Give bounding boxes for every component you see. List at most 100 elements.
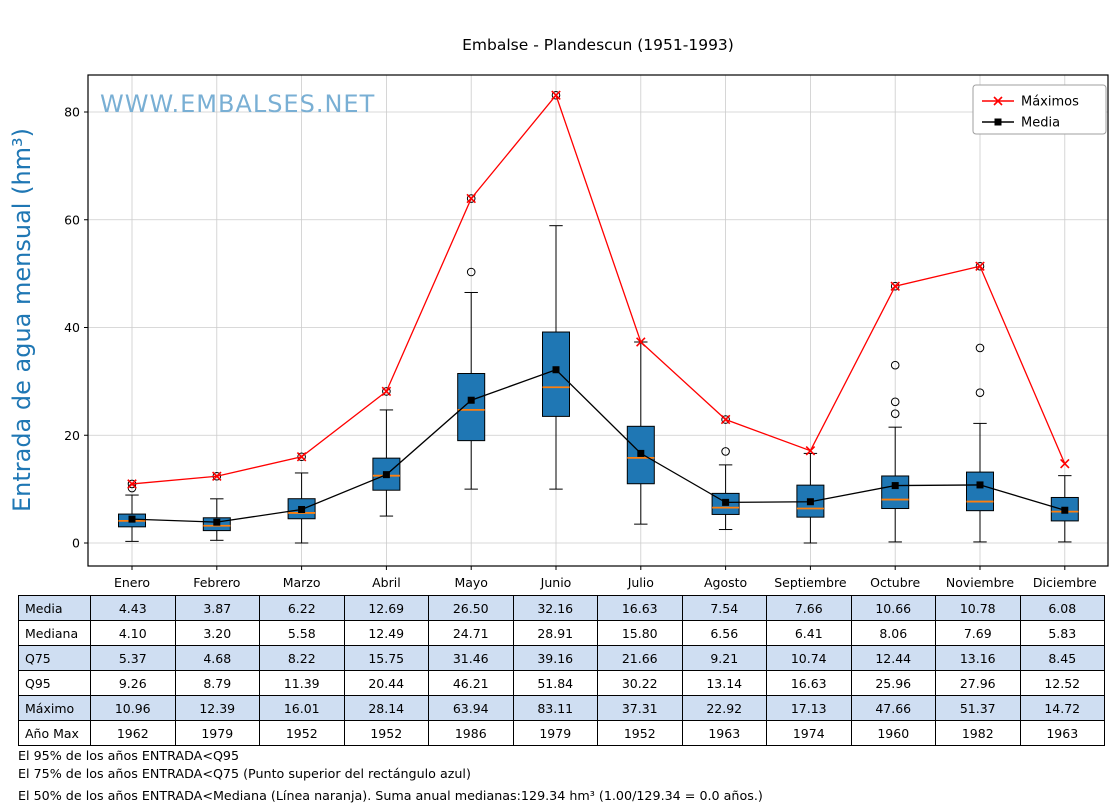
table-cell: 1952 [597,720,683,746]
table-cell: 7.69 [935,620,1021,646]
table-cell: 3.87 [174,595,260,621]
outlier-marker [721,415,730,424]
table-cell: 10.96 [90,695,176,721]
table-row: Año Max 1962 1979 1952 1952 1986 1979 1952 1963 1… [18,720,1105,746]
x-stroke [805,445,816,456]
table-cell: 12.49 [343,620,429,646]
table-cell: 9.21 [681,645,767,671]
maximos-marker [212,471,222,482]
table-cell: 1952 [343,720,429,746]
table-cell: 7.54 [681,595,767,621]
table-cell: 8.45 [1019,645,1105,671]
table-cell: 10.74 [766,645,852,671]
table-cell: 51.37 [935,695,1021,721]
table-cell: 16.63 [597,595,683,621]
media-marker [891,482,899,490]
outlier-marker [890,281,900,291]
table-cell: 5.37 [90,645,176,671]
boxplot-septiembre [796,452,825,544]
table-row-header: Máximo [18,695,91,721]
outlier-marker [975,343,985,353]
table-cell: 1982 [935,720,1021,746]
footnote-q75: El 75% de los años ENTRADA<Q75 (Punto su… [18,765,471,781]
table-cell: 9.26 [90,670,176,696]
table-row: Q95 9.26 8.79 11.39 20.44 46.21 51.84 30.22 13.1… [18,670,1105,696]
maximos-marker [551,90,561,101]
boxplot-julio [626,341,655,525]
boxplot-chart: WWW.EMBALSES.NET 0 20 40 60 80 Enero Febrero Mar… [8,74,1109,590]
table-cell: 47.66 [850,695,936,721]
media-marker [382,471,390,479]
media-marker [806,498,814,506]
x-tick-label: Mayo [454,575,488,590]
table-cell: 4.68 [174,645,260,671]
outlier-marker [721,447,730,456]
table-cell: 1974 [766,720,852,746]
table-row: Mediana 4.10 3.20 5.58 12.49 24.71 28.91 15.80 6… [18,620,1105,646]
maximos-marker [890,281,900,291]
table-cell: 1962 [90,720,176,746]
table-cell: 4.43 [90,595,176,621]
table-cell: 8.79 [174,670,260,696]
footnotes: El 95% de los años ENTRADA<Q95 El 75% de… [18,747,763,805]
table-cell: 10.78 [935,595,1021,621]
x-tick-label: Septiembre [774,575,847,590]
maximos-marker [975,261,985,272]
boxplot-octubre [881,281,910,543]
x-stroke [975,261,985,272]
table-cell: 63.94 [428,695,514,721]
outlier-marker [466,194,476,203]
table-cell: 22.92 [681,695,767,721]
y-tick-label: 80 [64,105,80,120]
table-cell: 26.50 [428,595,514,621]
x-stroke [212,471,222,482]
legend-maximos-label: Máximos [1021,95,1079,110]
table-cell: 15.75 [343,645,429,671]
legend-media-marker [994,118,1002,126]
iqr-box [457,373,486,442]
table-row-header: Mediana [18,620,91,646]
table-row-header: Media [18,595,91,621]
table-cell: 20.44 [343,670,429,696]
x-tick-label: Junio [540,575,572,590]
iqr-box [542,331,570,417]
media-marker [298,505,306,513]
x-tick-label: Abril [372,575,401,590]
outlier-marker [297,452,306,462]
x-tick-label: Enero [114,575,150,590]
x-stroke [890,281,900,291]
y-axis-label: Entrada de agua mensual (hm³) [8,128,36,512]
outlier-marker [975,388,985,397]
y-tick-label: 20 [64,428,80,443]
table-cell: 30.22 [597,670,683,696]
x-tick-label: Octubre [870,575,920,590]
table-cell: 10.66 [850,595,936,621]
media-line [131,368,1065,523]
table-cell: 28.14 [343,695,429,721]
x-stroke [466,193,476,204]
table-row-header: Q95 [18,670,91,696]
table-cell: 1979 [512,720,598,746]
table-cell: 11.39 [259,670,345,696]
table-cell: 32.16 [512,595,598,621]
boxplot-junio [542,90,570,490]
table-cell: 46.21 [428,670,514,696]
maximos-marker [720,414,731,425]
table-cell: 12.39 [174,695,260,721]
iqr-box [881,475,910,510]
table-cell: 7.66 [766,595,852,621]
x-stroke [381,386,392,397]
table-row-header: Año Max [18,720,91,746]
table-cell: 1963 [681,720,767,746]
x-stroke [636,337,646,347]
chart-title: Embalse - Plandescun (1951-1993) [462,36,734,54]
table-cell: 31.46 [428,645,514,671]
table-cell: 1963 [1019,720,1105,746]
table-cell: 13.14 [681,670,767,696]
outlier-marker [890,360,900,370]
footnote-mediana: El 50% de los años ENTRADA<Mediana (Líne… [18,788,763,803]
table-cell: 12.44 [850,645,936,671]
table-cell: 16.63 [766,670,852,696]
table-cell: 3.20 [174,620,260,646]
